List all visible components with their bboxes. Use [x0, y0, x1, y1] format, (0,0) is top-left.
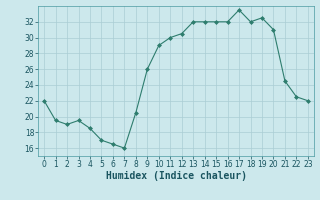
X-axis label: Humidex (Indice chaleur): Humidex (Indice chaleur): [106, 171, 246, 181]
